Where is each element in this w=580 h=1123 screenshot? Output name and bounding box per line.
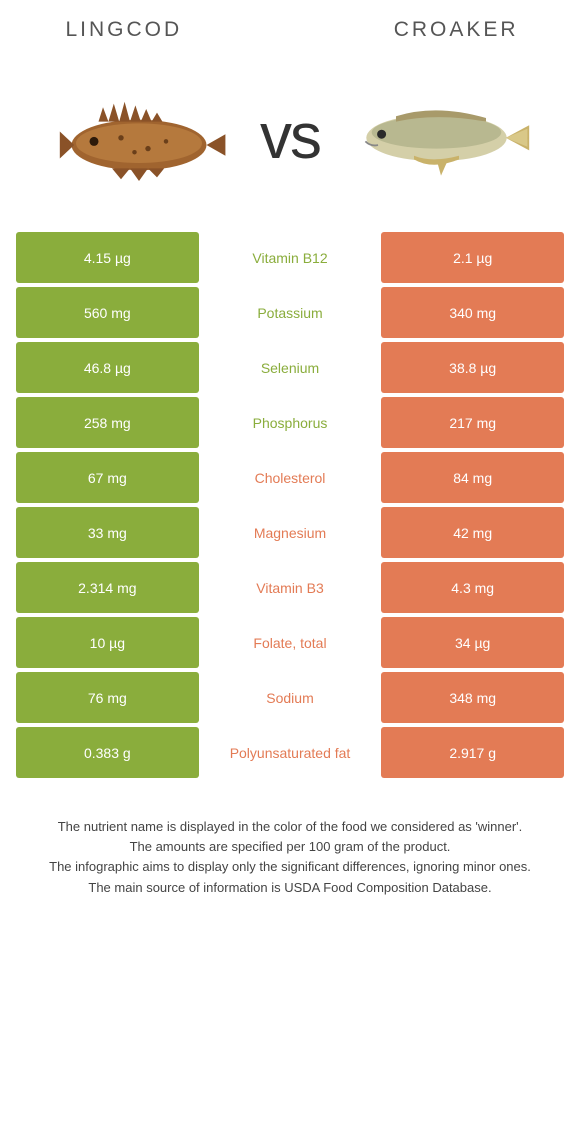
table-row: 33 mgMagnesium42 mg <box>16 507 564 558</box>
right-value: 2.1 µg <box>381 232 564 283</box>
footer-line: The infographic aims to display only the… <box>24 858 556 876</box>
left-value: 33 mg <box>16 507 199 558</box>
right-food-title: CROAKER <box>352 18 560 42</box>
table-row: 0.383 gPolyunsaturated fat2.917 g <box>16 727 564 778</box>
right-value: 34 µg <box>381 617 564 668</box>
footer-notes: The nutrient name is displayed in the co… <box>0 782 580 899</box>
table-row: 10 µgFolate, total34 µg <box>16 617 564 668</box>
footer-line: The nutrient name is displayed in the co… <box>24 818 556 836</box>
table-row: 2.314 mgVitamin B34.3 mg <box>16 562 564 613</box>
table-row: 560 mgPotassium340 mg <box>16 287 564 338</box>
right-value: 4.3 mg <box>381 562 564 613</box>
left-value: 560 mg <box>16 287 199 338</box>
nutrient-label: Sodium <box>199 672 382 723</box>
right-food-image <box>322 66 560 206</box>
right-value: 2.917 g <box>381 727 564 778</box>
table-row: 4.15 µgVitamin B122.1 µg <box>16 232 564 283</box>
right-value: 340 mg <box>381 287 564 338</box>
header: LINGCOD CROAKER <box>0 0 580 52</box>
table-row: 258 mgPhosphorus217 mg <box>16 397 564 448</box>
right-value: 348 mg <box>381 672 564 723</box>
table-row: 76 mgSodium348 mg <box>16 672 564 723</box>
right-value: 42 mg <box>381 507 564 558</box>
nutrient-table: 4.15 µgVitamin B122.1 µg560 mgPotassium3… <box>0 232 580 782</box>
nutrient-label: Polyunsaturated fat <box>199 727 382 778</box>
left-food-title: LINGCOD <box>20 18 228 42</box>
left-value: 46.8 µg <box>16 342 199 393</box>
left-value: 67 mg <box>16 452 199 503</box>
table-row: 67 mgCholesterol84 mg <box>16 452 564 503</box>
right-value: 217 mg <box>381 397 564 448</box>
image-row: vs <box>0 52 580 232</box>
footer-line: The amounts are specified per 100 gram o… <box>24 838 556 856</box>
left-value: 0.383 g <box>16 727 199 778</box>
right-value: 38.8 µg <box>381 342 564 393</box>
nutrient-label: Vitamin B3 <box>199 562 382 613</box>
left-value: 4.15 µg <box>16 232 199 283</box>
left-value: 10 µg <box>16 617 199 668</box>
nutrient-label: Magnesium <box>199 507 382 558</box>
nutrient-label: Phosphorus <box>199 397 382 448</box>
nutrient-label: Folate, total <box>199 617 382 668</box>
footer-line: The main source of information is USDA F… <box>24 879 556 897</box>
nutrient-label: Cholesterol <box>199 452 382 503</box>
vs-text: vs <box>258 99 322 173</box>
right-value: 84 mg <box>381 452 564 503</box>
left-value: 76 mg <box>16 672 199 723</box>
left-food-image <box>20 66 258 206</box>
nutrient-label: Selenium <box>199 342 382 393</box>
left-value: 2.314 mg <box>16 562 199 613</box>
nutrient-label: Vitamin B12 <box>199 232 382 283</box>
table-row: 46.8 µgSelenium38.8 µg <box>16 342 564 393</box>
nutrient-label: Potassium <box>199 287 382 338</box>
left-value: 258 mg <box>16 397 199 448</box>
